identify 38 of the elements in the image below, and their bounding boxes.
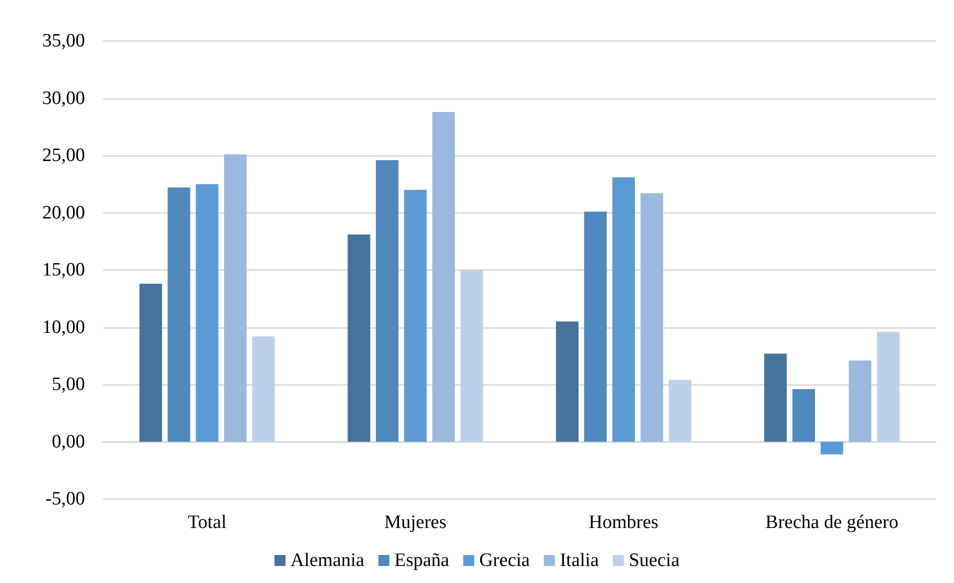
y-tick-label: 0,00 [52, 431, 85, 452]
legend-label: Grecia [479, 550, 530, 571]
bar [348, 234, 370, 442]
legend-label: Suecia [628, 550, 680, 571]
x-tick-label: Total [188, 512, 227, 533]
bar [584, 212, 607, 442]
bar [556, 322, 579, 442]
bar [196, 184, 218, 442]
bar [612, 177, 635, 442]
x-tick-label: Mujeres [384, 512, 447, 533]
y-tick-label: 15,00 [42, 260, 85, 280]
bar [376, 160, 398, 442]
bar [252, 336, 275, 442]
y-tick-label: 35,00 [42, 30, 85, 52]
legend-label: Alemania [290, 550, 365, 571]
bar [139, 284, 162, 442]
bar [820, 442, 844, 454]
legend-label: España [394, 550, 450, 571]
x-tick-label: Brecha de género [765, 512, 898, 533]
bar [432, 112, 455, 442]
bar [460, 270, 484, 442]
bar [168, 188, 190, 442]
y-tick-label: 20,00 [42, 202, 85, 224]
y-tick-label: 10,00 [42, 316, 85, 338]
bar [792, 389, 815, 442]
bar [404, 190, 427, 442]
y-tick-label: 30,00 [42, 88, 85, 109]
bar [848, 360, 872, 442]
bar [876, 332, 900, 442]
y-tick-label: 5,00 [52, 374, 85, 395]
bar [764, 354, 787, 442]
y-tick-label: 25,00 [42, 145, 85, 166]
bar [224, 154, 247, 442]
bar [640, 193, 664, 442]
bar [668, 380, 692, 442]
y-tick-label: -5,00 [45, 488, 85, 510]
x-tick-label: Hombres [588, 512, 658, 533]
legend-label: Italia [560, 550, 600, 571]
